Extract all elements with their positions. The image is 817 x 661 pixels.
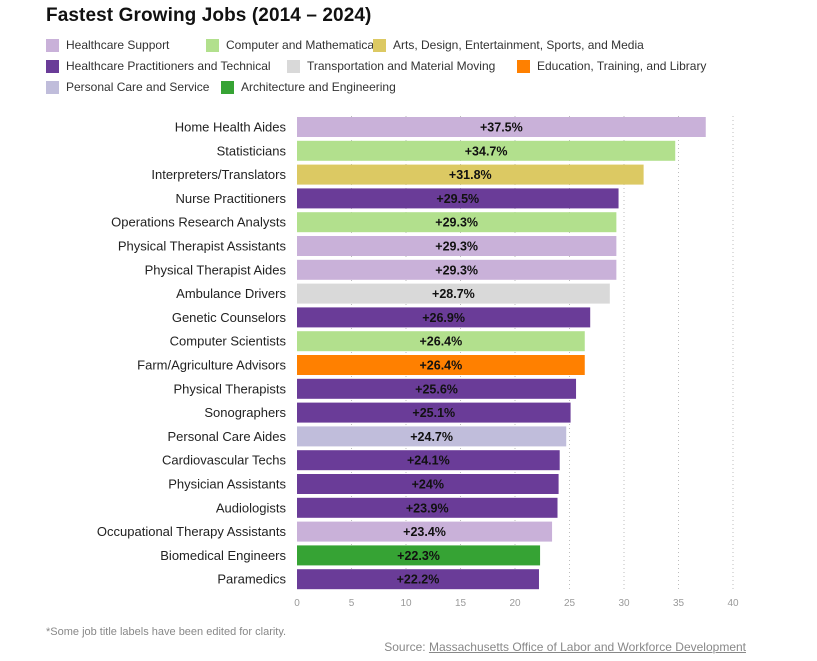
data-label: +24%	[412, 478, 444, 492]
bar	[297, 355, 585, 375]
legend-label: Personal Care and Service	[66, 80, 210, 94]
data-label: +22.2%	[397, 573, 440, 587]
legend-swatch	[46, 80, 59, 94]
legend-item: Education, Training, and Library	[517, 59, 706, 73]
category-label: Paramedics	[217, 572, 286, 587]
data-label: +29.5%	[436, 192, 479, 206]
bar	[297, 497, 558, 518]
category-label: Personal Care Aides	[167, 429, 286, 444]
category-label: Home Health Aides	[175, 120, 287, 135]
bar	[297, 569, 539, 590]
source-prefix: Source:	[384, 640, 429, 654]
legend-item: Transportation and Material Moving	[287, 59, 495, 73]
x-tick-label: 0	[294, 598, 300, 609]
category-label: Genetic Counselors	[172, 310, 287, 325]
legend-swatch	[287, 59, 300, 73]
category-label: Sonographers	[204, 405, 286, 420]
category-label: Occupational Therapy Assistants	[97, 524, 287, 539]
bar	[297, 331, 585, 352]
x-tick-label: 10	[400, 598, 412, 609]
bar	[297, 545, 541, 566]
bar	[297, 474, 559, 494]
data-label: +22.3%	[397, 549, 440, 563]
data-label: +28.7%	[432, 287, 475, 301]
legend-item: Arts, Design, Entertainment, Sports, and…	[373, 38, 644, 52]
data-label: +24.7%	[410, 430, 453, 444]
bar	[297, 283, 610, 304]
legend-item: Healthcare Practitioners and Technical	[46, 59, 271, 73]
bar	[297, 450, 560, 471]
legend-label: Education, Training, and Library	[537, 59, 707, 73]
data-label: +31.8%	[449, 168, 492, 182]
bar	[297, 188, 619, 209]
legend-swatch	[517, 59, 530, 73]
legend-label: Computer and Mathematical	[226, 38, 377, 52]
legend-label: Healthcare Practitioners and Technical	[66, 59, 271, 73]
x-tick-label: 20	[509, 598, 521, 609]
category-label: Interpreters/Translators	[151, 167, 286, 182]
category-label: Physical Therapist Aides	[145, 262, 287, 277]
legend-item: Computer and Mathematical	[206, 38, 377, 52]
bar	[297, 117, 706, 137]
legend-swatch	[373, 38, 386, 52]
bar	[297, 521, 553, 542]
bar	[297, 426, 567, 447]
data-label: +24.1%	[407, 454, 450, 468]
bar	[297, 402, 571, 423]
legend-swatch	[221, 80, 234, 94]
data-label: +26.4%	[420, 335, 463, 349]
legend-swatch	[206, 38, 219, 52]
category-label: Audiologists	[216, 500, 287, 515]
legend-item: Architecture and Engineering	[221, 80, 396, 94]
data-label: +34.7%	[465, 144, 508, 158]
category-label: Physician Assistants	[168, 477, 286, 492]
category-label: Physical Therapists	[174, 381, 287, 396]
data-label: +25.1%	[412, 406, 455, 420]
bar	[297, 140, 676, 161]
legend-item: Healthcare Support	[46, 38, 169, 52]
legend-item: Personal Care and Service	[46, 80, 209, 94]
chart-title: Fastest Growing Jobs (2014 – 2024)	[46, 5, 372, 26]
bar	[297, 378, 577, 399]
data-label: +29.3%	[435, 216, 478, 230]
bar	[297, 307, 591, 328]
category-label: Biomedical Engineers	[160, 548, 286, 563]
bar	[297, 212, 617, 233]
data-label: +26.4%	[420, 359, 463, 373]
bar	[297, 259, 617, 280]
data-label: +23.9%	[406, 501, 449, 515]
category-label: Operations Research Analysts	[111, 215, 286, 230]
data-label: +23.4%	[403, 525, 446, 539]
category-label: Computer Scientists	[170, 334, 287, 349]
x-tick-label: 40	[727, 598, 739, 609]
data-label: +29.3%	[435, 263, 478, 277]
source-link[interactable]: Massachusetts Office of Labor and Workfo…	[428, 640, 746, 654]
legend-label: Arts, Design, Entertainment, Sports, and…	[393, 38, 644, 52]
x-tick-label: 30	[618, 598, 630, 609]
data-label: +29.3%	[435, 240, 478, 254]
bar	[297, 236, 617, 256]
footnote: *Some job title labels have been edited …	[46, 626, 287, 638]
legend-label: Transportation and Material Moving	[307, 59, 496, 73]
x-tick-label: 5	[349, 598, 355, 609]
legend-label: Architecture and Engineering	[241, 80, 396, 94]
category-label: Nurse Practitioners	[175, 191, 286, 206]
x-tick-label: 15	[455, 598, 467, 609]
legend-swatch	[46, 38, 59, 52]
category-label: Physical Therapist Assistants	[118, 239, 287, 254]
category-label: Farm/Agriculture Advisors	[137, 358, 286, 373]
bar	[297, 164, 644, 185]
x-tick-label: 35	[673, 598, 685, 609]
legend-label: Healthcare Support	[66, 38, 170, 52]
x-tick-label: 25	[564, 598, 576, 609]
category-label: Cardiovascular Techs	[162, 453, 287, 468]
source-note: Source: Massachusetts Office of Labor an…	[384, 640, 746, 654]
category-label: Statisticians	[217, 143, 287, 158]
data-label: +25.6%	[415, 382, 458, 396]
legend-swatch	[46, 59, 59, 73]
data-label: +37.5%	[480, 121, 523, 135]
data-label: +26.9%	[422, 311, 465, 325]
category-label: Ambulance Drivers	[176, 286, 286, 301]
